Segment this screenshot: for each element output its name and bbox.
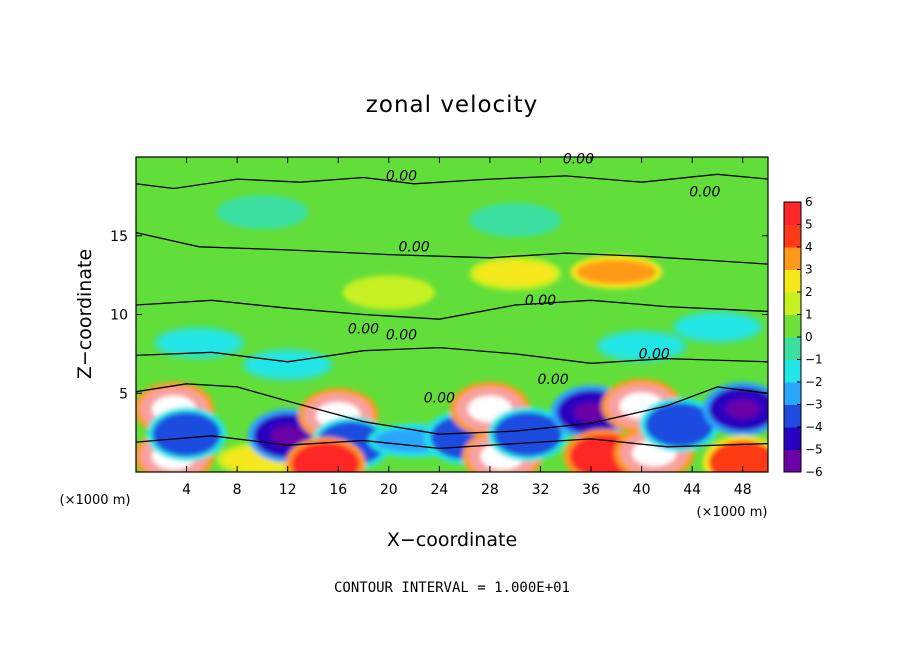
contour-label: 0.00 [525,293,556,309]
colorbar-tick-label: 0 [805,330,813,344]
field-cell [601,334,682,358]
colorbar-swatch [784,247,801,270]
field-core [270,425,305,446]
contour-label: 0.00 [398,240,429,256]
colorbar-tick-label: 6 [805,195,813,209]
contour-label: 0.00 [538,372,569,388]
x-tick-label: 44 [683,482,701,498]
field-cell [247,352,328,377]
field-cell [475,208,556,232]
x-tick-label: 36 [582,482,600,498]
x-tick-label: 8 [233,482,242,498]
field-cell [475,261,556,286]
colorbar-tick-label: −5 [805,443,823,457]
colorbar-tick-label: −6 [805,465,823,479]
colorbar-swatch [784,314,801,338]
x-tick-label: 28 [481,482,499,498]
contour-line [136,383,768,435]
contour-label: 0.00 [386,328,417,344]
x-unit-left: (×1000 m) [60,493,131,508]
x-tick-label: 12 [279,482,297,498]
colorbar-swatch [784,427,801,450]
contour-line [136,173,768,190]
y-tick-label: 5 [119,386,128,402]
contour-line [136,435,768,450]
colorbar-tick-label: 5 [805,218,813,232]
x-unit-right: (×1000 m) [697,505,768,520]
colorbar-swatch [784,404,801,428]
colorbar-tick-label: −4 [805,420,823,434]
field-cell [348,280,429,305]
field-cell [493,412,562,457]
colorbar-swatch [784,292,801,315]
field-cell [291,442,360,472]
colorbar-swatch [784,359,801,383]
colorbar: 6 5 4 3 2 1 0 −1 −2 −3 −4 −5 −6 [783,195,823,479]
colorbar-swatch [784,382,801,405]
y-tick-label: 10 [110,308,128,324]
colorbar-swatch [784,269,801,293]
x-tick-label: 24 [430,482,448,498]
contour-label: 0.00 [424,391,455,407]
colorbar-swatch [784,449,801,473]
x-tick-label: 4 [182,482,191,498]
contour-label: 0.00 [348,321,379,337]
colorbar-tick-label: −2 [805,375,823,389]
contour-label: 0.00 [386,169,417,185]
chart-title: zonal velocity [366,92,538,118]
field-cell [152,412,221,457]
field-cell [159,330,240,355]
x-tick-label: 20 [380,482,398,498]
colorbar-tick-label: 4 [805,240,813,254]
colorbar-tick-label: −1 [805,353,823,367]
x-tick-label: 48 [734,482,752,498]
field-cell [708,440,768,472]
x-tick-label: 40 [633,482,651,498]
x-tick-label: 32 [532,482,550,498]
colorbar-tick-label: −3 [805,398,823,412]
field-cell [677,315,758,340]
contour-label: 0.00 [689,184,720,200]
plot-area [136,157,768,472]
contour-line [136,346,768,364]
colorbar-swatch [784,202,801,225]
colorbar-tick-label: 2 [805,285,813,299]
contour-label: 0.00 [563,151,594,167]
contour-line [136,299,768,320]
contour-line [136,231,768,265]
field-cell [645,402,714,447]
field-cell [222,200,303,225]
field-core [725,399,760,419]
field-core [574,402,609,423]
y-axis-label: Z−coordinate [74,249,96,379]
x-tick-label: 16 [329,482,347,498]
colorbar-tick-label: 3 [805,263,813,277]
colorbar-swatch [784,337,801,360]
x-axis-label: X−coordinate [387,529,517,551]
y-tick-label: 15 [110,229,128,245]
colorbar-tick-label: 1 [805,308,813,322]
colorbar-swatch [784,224,801,248]
contour-label: 0.00 [639,347,670,363]
contour-interval-footer: CONTOUR INTERVAL = 1.000E+01 [334,580,570,596]
field-cell [576,259,657,284]
